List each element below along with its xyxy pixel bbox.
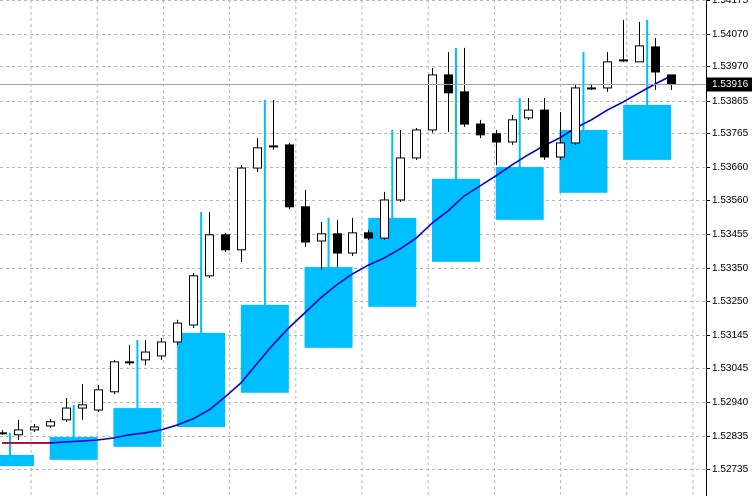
- y-tick-label: 1.53970: [712, 61, 749, 72]
- candle-body: [78, 404, 87, 409]
- candle-body: [317, 233, 326, 242]
- candle-body: [221, 234, 230, 251]
- candle-body: [396, 157, 405, 201]
- y-tick-label: 1.53455: [712, 229, 749, 240]
- candle-body: [364, 232, 373, 239]
- candle-body: [651, 46, 660, 73]
- y-tick-label: 1.53660: [712, 162, 749, 173]
- y-tick-label: 1.54175: [712, 0, 749, 6]
- htf-body: [495, 167, 544, 220]
- y-tick-label: 1.53350: [712, 263, 749, 274]
- candle-body: [110, 361, 119, 393]
- candle-body: [301, 206, 310, 243]
- candle-body: [556, 142, 565, 158]
- candle-body: [460, 91, 469, 125]
- candle-body: [333, 233, 342, 254]
- candles: [0, 19, 676, 440]
- candle-body: [269, 145, 278, 148]
- htf-body: [0, 454, 34, 467]
- candle-body: [285, 144, 294, 208]
- candle-body: [571, 87, 580, 144]
- y-tick-label: 1.53560: [712, 195, 749, 206]
- htf-body: [623, 104, 672, 160]
- current-price-box: [707, 77, 752, 92]
- y-tick-label: 1.53765: [712, 128, 749, 139]
- candle-body: [524, 109, 533, 119]
- htf-body: [113, 408, 162, 447]
- y-tick-label: 1.52940: [712, 397, 749, 408]
- candle-body: [635, 45, 644, 63]
- htf-candles: [0, 19, 672, 467]
- htf-body: [177, 332, 226, 427]
- candle-body: [173, 322, 182, 343]
- candle-body: [189, 275, 198, 326]
- candle-body: [428, 74, 437, 131]
- htf-body: [304, 267, 353, 348]
- candle-body: [508, 119, 517, 143]
- candle-body: [14, 429, 23, 436]
- candle-body: [62, 407, 71, 421]
- candle-body: [667, 74, 676, 85]
- htf-body: [432, 178, 481, 262]
- candle-body: [157, 341, 166, 357]
- candle-body: [603, 61, 612, 89]
- candle-body: [476, 123, 485, 136]
- candle-body: [587, 87, 596, 90]
- candle-body: [237, 167, 246, 251]
- candle-body: [492, 133, 501, 143]
- htf-body: [240, 304, 289, 393]
- y-tick-label: 1.53250: [712, 296, 749, 307]
- current-price-label: 1.53916: [712, 79, 749, 90]
- candle-body: [412, 129, 421, 159]
- candle-body: [444, 74, 453, 94]
- y-tick-label: 1.53865: [712, 96, 749, 107]
- y-tick-label: 1.53145: [712, 330, 749, 341]
- candle-body: [619, 59, 628, 62]
- candle-body: [540, 109, 549, 158]
- candle-body: [348, 232, 357, 254]
- candle-body: [46, 421, 55, 427]
- y-tick-label: 1.53045: [712, 363, 749, 374]
- candle-body: [30, 426, 39, 431]
- y-tick-label: 1.52835: [712, 431, 749, 442]
- indicator-lines: [2, 75, 672, 444]
- candle-body: [141, 351, 150, 361]
- y-tick-label: 1.52735: [712, 464, 749, 475]
- candle-body: [0, 432, 7, 435]
- ma-line: [2, 75, 672, 444]
- htf-body: [559, 129, 608, 193]
- candle-body: [94, 389, 103, 411]
- y-tick-label: 1.54070: [712, 29, 749, 40]
- candle-body: [253, 147, 262, 169]
- candle-body: [380, 199, 389, 239]
- candle-body: [125, 361, 134, 364]
- candle-body: [205, 234, 214, 277]
